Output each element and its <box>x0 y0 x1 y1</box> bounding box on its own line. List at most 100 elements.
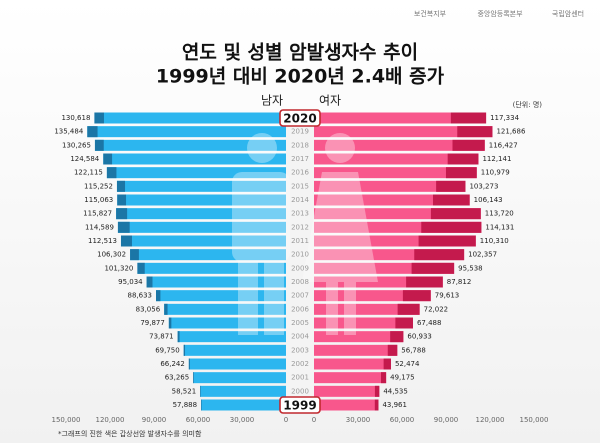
unit-label: (단위: 명) <box>513 100 543 109</box>
value-label: 116,427 <box>489 141 518 149</box>
value-label: 110,979 <box>481 169 510 177</box>
thyroid-segment <box>433 194 470 206</box>
value-label: 58,521 <box>172 387 197 395</box>
thyroid-segment <box>183 344 186 356</box>
value-label: 101,320 <box>104 264 133 272</box>
value-label: 115,827 <box>83 210 112 218</box>
year-label: 2010 <box>291 251 309 259</box>
thyroid-segment <box>436 180 466 192</box>
bar <box>156 290 286 302</box>
year-label: 2000 <box>291 387 309 395</box>
thyroid-segment <box>193 372 194 384</box>
year-label: 2018 <box>291 141 309 149</box>
bar <box>314 208 481 220</box>
thyroid-segment <box>402 290 431 302</box>
bar <box>120 235 287 247</box>
year-label: 2009 <box>291 264 309 272</box>
silhouette-body <box>232 172 290 262</box>
bar <box>314 112 487 124</box>
value-label: 106,143 <box>474 196 503 204</box>
chart-subtitle: 1999년 대비 2020년 2.4배 증가 <box>156 66 445 88</box>
value-label: 44,535 <box>383 387 408 395</box>
thyroid-segment <box>137 262 145 274</box>
silhouette-leg <box>264 260 284 335</box>
year-label: 2011 <box>291 237 309 245</box>
x-tick-label: 150,000 <box>520 416 549 424</box>
year-label: 2015 <box>291 182 309 190</box>
value-label: 57,888 <box>173 401 198 409</box>
thyroid-segment <box>116 180 126 192</box>
thyroid-segment <box>117 221 130 233</box>
x-tick-label: 60,000 <box>186 416 211 424</box>
bar <box>168 317 286 329</box>
value-label: 66,242 <box>160 360 185 368</box>
year-label: 2020 <box>283 112 316 126</box>
value-label: 112,513 <box>88 237 117 245</box>
value-label: 117,334 <box>490 114 519 122</box>
year-label: 2016 <box>291 169 309 177</box>
bar <box>314 167 477 179</box>
legend-male: 남자 <box>261 94 283 108</box>
value-label: 67,488 <box>417 319 442 327</box>
year-label: 2019 <box>291 128 309 136</box>
bar <box>314 317 413 329</box>
bar <box>314 221 482 233</box>
value-label: 95,538 <box>458 264 483 272</box>
thyroid-segment <box>387 344 398 356</box>
thyroid-segment <box>103 153 113 165</box>
value-label: 106,302 <box>97 251 126 259</box>
logo: 중앙암등록본부 <box>477 10 523 18</box>
bar <box>146 276 286 288</box>
value-label: 79,613 <box>435 292 460 300</box>
value-label: 88,633 <box>128 292 153 300</box>
x-tick-label: 120,000 <box>476 416 505 424</box>
bar <box>314 153 479 165</box>
bar <box>200 385 286 397</box>
year-label: 2012 <box>291 223 309 231</box>
value-label: 113,720 <box>485 210 514 218</box>
x-tick-label: 60,000 <box>390 416 415 424</box>
thyroid-segment <box>383 358 391 370</box>
bar <box>314 180 466 192</box>
thyroid-segment <box>445 167 477 179</box>
legend-female: 여자 <box>319 94 341 108</box>
x-tick-label: 30,000 <box>346 416 371 424</box>
value-label: 135,484 <box>54 128 83 136</box>
bar <box>314 399 379 411</box>
thyroid-segment <box>177 331 180 343</box>
silhouette-head <box>325 133 355 163</box>
bar <box>117 194 286 206</box>
bar <box>164 303 286 315</box>
value-label: 112,141 <box>482 155 511 163</box>
bar <box>117 221 287 233</box>
bar <box>314 372 387 384</box>
x-tick-label: 90,000 <box>434 416 459 424</box>
bar <box>314 139 485 151</box>
bars <box>87 111 493 412</box>
bar <box>183 344 286 356</box>
value-label: 72,022 <box>424 305 449 313</box>
value-label: 103,273 <box>469 182 498 190</box>
thyroid-segment <box>130 249 139 261</box>
value-label: 49,175 <box>390 374 415 382</box>
bar <box>137 262 286 274</box>
thyroid-segment <box>156 290 161 302</box>
thyroid-segment <box>146 276 153 288</box>
value-label: 114,131 <box>485 223 514 231</box>
value-label: 102,357 <box>468 251 497 259</box>
value-label: 122,115 <box>74 169 103 177</box>
thyroid-segment <box>94 112 104 124</box>
value-label: 130,265 <box>62 141 91 149</box>
thyroid-segment <box>87 126 98 138</box>
year-label: 2006 <box>291 305 309 313</box>
value-label: 124,584 <box>70 155 99 163</box>
silhouette-leg <box>344 280 356 335</box>
bar <box>193 372 286 384</box>
thyroid-segment <box>188 358 190 370</box>
logo: 보건복지부 <box>414 9 447 18</box>
thyroid-segment <box>414 249 465 261</box>
thyroid-segment <box>395 317 413 329</box>
year-label: 2005 <box>291 319 309 327</box>
value-label: 115,063 <box>84 196 113 204</box>
